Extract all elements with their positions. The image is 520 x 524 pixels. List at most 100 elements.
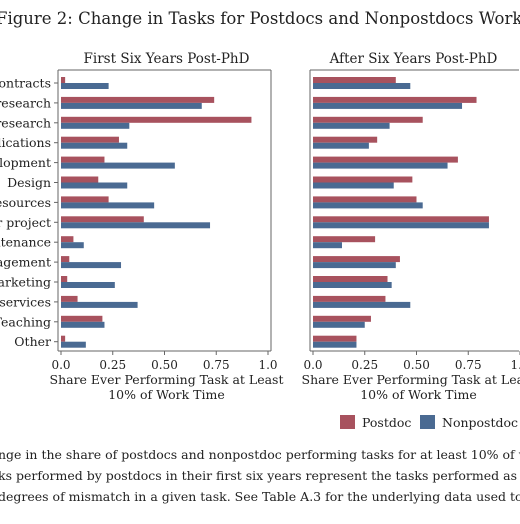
bar-postdoc xyxy=(61,276,67,282)
bar-nonpostdoc xyxy=(313,242,342,248)
panel-after-six-years: After Six Years Post-PhD 0.0 0.25 0.50 0.75 1… xyxy=(302,51,520,402)
bar-nonpostdoc xyxy=(61,123,129,129)
category-label: velopment xyxy=(0,155,51,170)
bar-nonpostdoc xyxy=(313,342,356,348)
bar-postdoc xyxy=(61,316,102,322)
bar-postdoc xyxy=(313,236,375,242)
bar-nonpostdoc xyxy=(313,282,392,288)
x-tick-label: 0.75 xyxy=(455,358,482,372)
x-tick-label: 0.50 xyxy=(403,358,430,372)
bar-nonpostdoc xyxy=(313,123,390,129)
bar-nonpostdoc xyxy=(313,143,369,149)
x-axis-label: Share Ever Performing Task at Least xyxy=(302,372,520,387)
bar-postdoc xyxy=(61,216,144,222)
bar-nonpostdoc xyxy=(313,183,394,189)
bar-postdoc xyxy=(313,276,388,282)
bar-postdoc xyxy=(313,117,423,123)
category-label: ntenance xyxy=(0,235,51,250)
bar-nonpostdoc xyxy=(61,163,175,169)
category-label: marketing xyxy=(0,275,51,290)
bar-nonpostdoc xyxy=(313,262,396,268)
bar-nonpostdoc xyxy=(313,222,489,228)
bar-nonpostdoc xyxy=(61,282,115,288)
bar-nonpostdoc xyxy=(313,103,462,109)
category-label: contracts xyxy=(0,76,51,91)
bar-postdoc xyxy=(313,216,489,222)
legend-swatch xyxy=(420,415,435,429)
bar-postdoc xyxy=(61,196,109,202)
category-label: d research xyxy=(0,95,51,110)
bar-nonpostdoc xyxy=(61,183,127,189)
caption-line: nge in the share of postdocs and nonpost… xyxy=(0,447,520,462)
x-axis-label: Share Ever Performing Task at Least xyxy=(50,372,284,387)
bar-nonpostdoc xyxy=(61,302,138,308)
bar-postdoc xyxy=(313,177,412,183)
bar-nonpostdoc xyxy=(313,202,423,208)
bar-nonpostdoc xyxy=(61,342,86,348)
panel-first-six-years: First Six Years Post-PhD contracts d resea… xyxy=(0,51,284,402)
bar-nonpostdoc xyxy=(313,302,410,308)
legend: Postdoc Nonpostdoc xyxy=(340,415,518,430)
panel-title: After Six Years Post-PhD xyxy=(329,51,498,67)
x-tick-label: 1.0 xyxy=(258,358,277,372)
bar-postdoc xyxy=(313,77,396,83)
bar-nonpostdoc xyxy=(61,222,210,228)
bar-postdoc xyxy=(61,296,78,302)
bar-postdoc xyxy=(61,177,98,183)
bar-postdoc xyxy=(313,157,458,163)
x-axis-label: 10% of Work Time xyxy=(108,387,225,402)
bar-postdoc xyxy=(61,137,119,143)
bar-nonpostdoc xyxy=(61,262,121,268)
x-tick-label: 0.50 xyxy=(151,358,178,372)
bar-postdoc xyxy=(61,236,73,242)
legend-swatch xyxy=(340,415,355,429)
bar-postdoc xyxy=(313,256,400,262)
bar-nonpostdoc xyxy=(61,83,109,89)
x-tick-label: 0.0 xyxy=(303,358,322,372)
bar-postdoc xyxy=(61,336,65,342)
figure-caption: nge in the share of postdocs and nonpost… xyxy=(0,447,520,504)
category-label: c research xyxy=(0,115,51,130)
bar-nonpostdoc xyxy=(61,242,84,248)
x-tick-label: 0.75 xyxy=(203,358,230,372)
bar-postdoc xyxy=(313,137,377,143)
bar-postdoc xyxy=(61,157,104,163)
legend-label: Postdoc xyxy=(362,415,411,430)
bar-postdoc xyxy=(61,97,214,103)
x-tick-label: 0.0 xyxy=(51,358,70,372)
category-label: al services xyxy=(0,294,51,309)
bar-postdoc xyxy=(61,117,251,123)
bar-postdoc xyxy=(313,97,477,103)
panel-title: First Six Years Post-PhD xyxy=(84,51,250,67)
bar-nonpostdoc xyxy=(313,83,410,89)
category-label: Other xyxy=(14,334,51,349)
caption-line: degrees of mismatch in a given task. See… xyxy=(0,489,520,504)
bar-postdoc xyxy=(313,196,417,202)
x-tick-label: 1.0 xyxy=(510,358,520,372)
x-tick-label: 0.25 xyxy=(351,358,378,372)
bar-postdoc xyxy=(61,77,65,83)
bar-postdoc xyxy=(313,296,385,302)
category-label: or project xyxy=(0,215,51,230)
bar-nonpostdoc xyxy=(61,103,202,109)
figure-title: Figure 2: Change in Tasks for Postdocs a… xyxy=(0,9,520,28)
bar-nonpostdoc xyxy=(313,163,448,169)
category-label: nagement xyxy=(0,255,51,270)
bar-nonpostdoc xyxy=(61,202,154,208)
bar-nonpostdoc xyxy=(61,143,127,149)
bar-nonpostdoc xyxy=(61,322,104,328)
category-label: Design xyxy=(7,175,51,190)
category-label: Teaching xyxy=(0,314,51,329)
x-tick-label: 0.25 xyxy=(99,358,126,372)
legend-label: Nonpostdoc xyxy=(442,415,518,430)
bar-postdoc xyxy=(61,256,69,262)
bar-postdoc xyxy=(313,316,371,322)
x-axis-label: 10% of Work Time xyxy=(360,387,477,402)
bar-postdoc xyxy=(313,336,356,342)
bar-nonpostdoc xyxy=(313,322,365,328)
category-label: resources xyxy=(0,195,51,210)
category-label: plications xyxy=(0,135,51,150)
caption-line: ks performed by postdocs in their first … xyxy=(0,468,520,483)
